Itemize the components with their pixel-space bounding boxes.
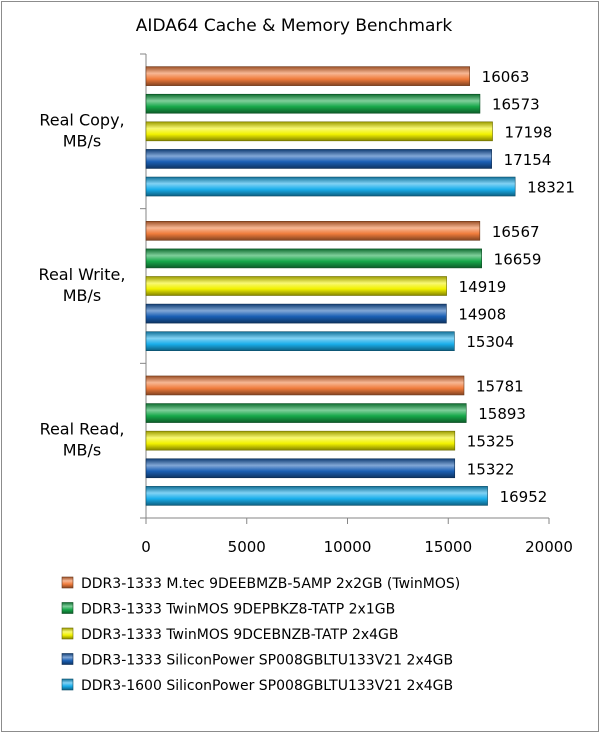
bar (145, 486, 488, 506)
data-label: 16567 (492, 223, 540, 241)
bar (145, 176, 516, 197)
x-tick-label: 0 (141, 538, 151, 556)
x-tick-label: 15000 (424, 538, 472, 556)
category-label: Real Read, MB/s (40, 420, 125, 460)
legend-swatch (61, 627, 74, 640)
bar (145, 248, 482, 269)
bar (145, 430, 456, 451)
legend-entry: DDR3-1600 SiliconPower SP008GBLTU133V21 … (81, 678, 453, 694)
x-tick-label: 20000 (525, 538, 573, 556)
data-label: 16952 (500, 488, 548, 506)
bar (145, 276, 447, 296)
legend-entry: DDR3-1333 TwinMOS 9DEPBKZ8-TATP 2x1GB (81, 602, 395, 618)
data-label: 14908 (458, 306, 506, 324)
bar (145, 331, 455, 352)
category-label: Real Write, MB/s (39, 265, 126, 305)
legend-swatch (61, 602, 74, 614)
data-label: 15322 (467, 460, 515, 478)
bar (145, 121, 493, 142)
legend-swatch (61, 653, 74, 665)
bar (145, 221, 481, 241)
data-label: 15781 (476, 377, 524, 395)
x-tick-label: 10000 (324, 538, 372, 556)
legend-swatch (61, 678, 74, 691)
legend-entry: DDR3-1333 TwinMOS 9DCEBNZB-TATP 2x4GB (81, 627, 399, 643)
data-label: 17198 (505, 123, 553, 141)
bar (145, 375, 465, 396)
data-label: 15304 (466, 333, 514, 351)
chart-title: AIDA64 Cache & Memory Benchmark (136, 16, 453, 36)
legend: DDR3-1333 M.tec 9DEEBMZB-5AMP 2x2GB (Twi… (61, 576, 460, 694)
bar (145, 403, 467, 423)
data-label: 16063 (482, 68, 530, 86)
data-label: 15325 (467, 433, 515, 451)
data-label: 15893 (478, 405, 526, 423)
data-label: 18321 (527, 179, 575, 197)
bar (145, 93, 481, 114)
bar (145, 458, 456, 479)
legend-entry: DDR3-1333 SiliconPower SP008GBLTU133V21 … (81, 653, 453, 669)
legend-entry: DDR3-1333 M.tec 9DEEBMZB-5AMP 2x2GB (Twi… (81, 576, 460, 592)
category-label: Real Copy, MB/s (39, 110, 124, 150)
data-label: 14919 (459, 278, 507, 296)
bar (145, 149, 492, 169)
legend-swatch (61, 576, 74, 589)
plot-area: 0 5000 10000 15000 20000 Real Copy, MB/s 16063 1… (39, 53, 575, 556)
data-label: 16659 (494, 250, 542, 268)
data-label: 16573 (492, 96, 540, 114)
bar (145, 66, 470, 86)
bar (145, 303, 447, 324)
x-tick-label: 5000 (228, 538, 266, 556)
data-label: 17154 (504, 151, 552, 169)
